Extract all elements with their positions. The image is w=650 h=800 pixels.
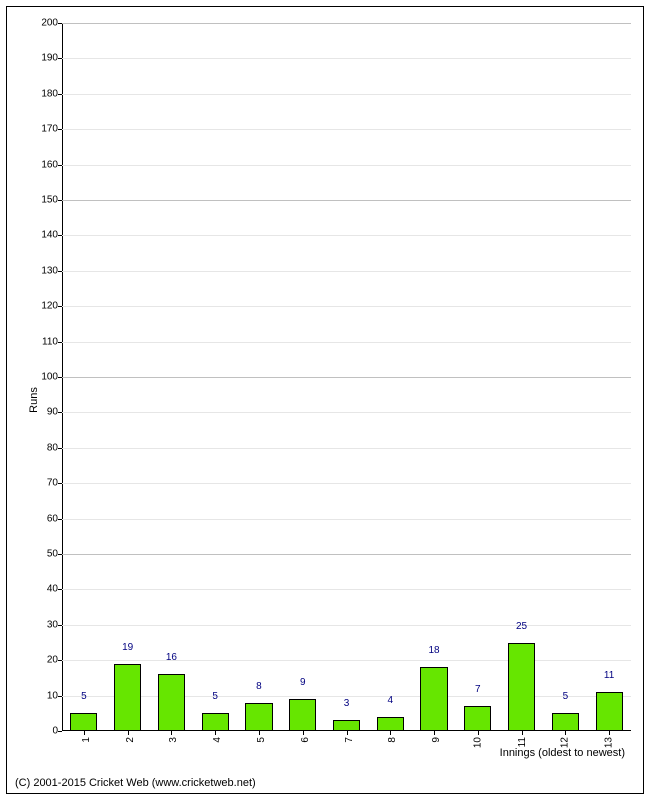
y-tick-label: 50 [47,549,62,560]
y-tick-label: 30 [47,619,62,630]
x-tick-label: 10 [472,737,483,748]
x-tick [215,731,216,735]
gridline [62,589,631,590]
x-tick [522,731,523,735]
x-axis-title: Innings (oldest to newest) [500,747,625,759]
x-tick [259,731,260,735]
bar-value-label: 3 [344,698,350,709]
plot-area: 0102030405060708090100110120130140150160… [62,23,631,731]
x-tick-label: 12 [560,737,571,748]
y-tick-label: 20 [47,655,62,666]
bar [333,720,360,731]
gridline [62,696,631,697]
bar [552,713,579,731]
y-axis-title: Runs [28,387,40,413]
x-tick-label: 7 [344,737,355,743]
gridline [62,23,631,24]
x-tick-label: 9 [431,737,442,743]
x-tick-label: 6 [300,737,311,743]
x-tick [171,731,172,735]
bar [464,706,491,731]
y-tick-label: 120 [41,301,62,312]
gridline [62,519,631,520]
bar [420,667,447,731]
bar [70,713,97,731]
bar-value-label: 8 [256,681,262,692]
gridline [62,271,631,272]
bar [289,699,316,731]
y-tick-label: 40 [47,584,62,595]
gridline [62,483,631,484]
copyright-text: (C) 2001-2015 Cricket Web (www.cricketwe… [15,777,256,789]
chart-container: Runs Innings (oldest to newest) 01020304… [0,0,650,800]
gridline [62,660,631,661]
bar-value-label: 4 [387,695,393,706]
x-tick [478,731,479,735]
gridline [62,235,631,236]
bar-value-label: 25 [516,621,527,632]
y-tick-label: 100 [41,372,62,383]
x-tick [303,731,304,735]
x-tick [565,731,566,735]
x-tick-label: 4 [212,737,223,743]
bar-value-label: 18 [428,645,439,656]
bar-value-label: 9 [300,677,306,688]
x-tick-label: 3 [169,737,180,743]
y-tick-label: 130 [41,265,62,276]
y-tick-label: 60 [47,513,62,524]
x-tick [128,731,129,735]
gridline [62,377,631,378]
x-tick [609,731,610,735]
x-tick-label: 5 [256,737,267,743]
x-tick-label: 11 [516,737,527,747]
y-tick-label: 180 [41,88,62,99]
gridline [62,412,631,413]
x-tick-label: 8 [387,737,398,743]
bar-value-label: 5 [563,691,569,702]
y-tick-label: 170 [41,124,62,135]
chart-frame: Runs Innings (oldest to newest) 01020304… [6,6,644,794]
y-tick-label: 90 [47,407,62,418]
y-tick-label: 0 [52,726,62,737]
x-tick [434,731,435,735]
gridline [62,129,631,130]
bar [245,703,272,731]
bar-value-label: 5 [81,691,87,702]
x-tick [390,731,391,735]
y-tick-label: 110 [42,336,62,347]
bar [508,643,535,732]
gridline [62,58,631,59]
gridline [62,554,631,555]
gridline [62,448,631,449]
y-tick-label: 140 [41,230,62,241]
bar [377,717,404,731]
bar [158,674,185,731]
bar-value-label: 11 [604,670,614,681]
bar-value-label: 5 [212,691,218,702]
bar [114,664,141,731]
y-tick-label: 10 [47,690,62,701]
y-tick-label: 150 [41,195,62,206]
bar-value-label: 16 [166,652,177,663]
x-tick-label: 2 [125,737,136,743]
bar-value-label: 7 [475,684,481,695]
gridline [62,625,631,626]
x-tick-label: 1 [81,737,92,743]
y-tick-label: 190 [41,53,62,64]
bar [596,692,623,731]
bar-value-label: 19 [122,642,133,653]
y-tick-label: 160 [41,159,62,170]
y-tick-label: 200 [41,18,62,29]
bar [202,713,229,731]
x-tick [347,731,348,735]
gridline [62,306,631,307]
gridline [62,342,631,343]
y-tick-label: 70 [47,478,62,489]
gridline [62,94,631,95]
x-tick [84,731,85,735]
gridline [62,200,631,201]
gridline [62,165,631,166]
y-tick-label: 80 [47,442,62,453]
x-tick-label: 13 [604,737,615,748]
